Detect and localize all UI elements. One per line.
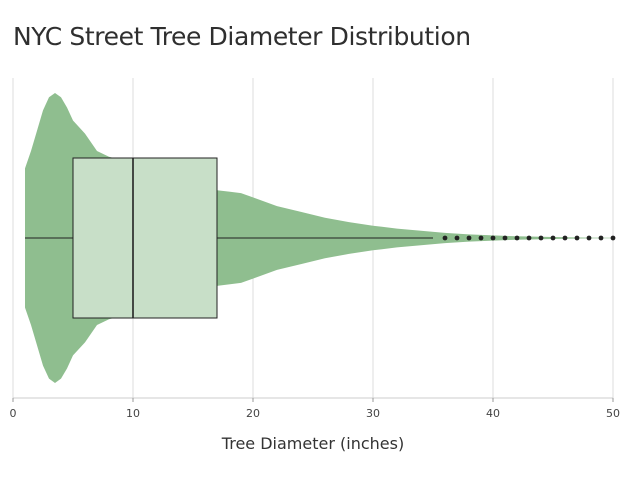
outlier-point xyxy=(574,235,580,241)
x-tick-label: 20 xyxy=(246,407,260,420)
x-tick-label: 40 xyxy=(486,407,500,420)
outlier-point xyxy=(502,235,508,241)
x-tick-label: 30 xyxy=(366,407,380,420)
outlier-point xyxy=(454,235,460,241)
outlier-point xyxy=(562,235,568,241)
outlier-point xyxy=(478,235,484,241)
x-axis-ticks: 0 10 20 30 40 50 xyxy=(10,398,620,420)
x-axis-title: Tree Diameter (inches) xyxy=(221,434,404,453)
outlier-point xyxy=(538,235,544,241)
x-tick-label: 0 xyxy=(10,407,17,420)
outlier-point xyxy=(610,235,616,241)
outlier-point xyxy=(598,235,604,241)
x-tick-label: 10 xyxy=(126,407,140,420)
outlier-point xyxy=(490,235,496,241)
outlier-point xyxy=(550,235,556,241)
outlier-point xyxy=(586,235,592,241)
outlier-point xyxy=(526,235,532,241)
outlier-point xyxy=(514,235,520,241)
box-plot xyxy=(25,157,433,319)
outliers xyxy=(442,235,616,241)
outlier-point xyxy=(442,235,448,241)
outlier-point xyxy=(466,235,472,241)
chart-title: NYC Street Tree Diameter Distribution xyxy=(13,22,471,51)
x-tick-label: 50 xyxy=(606,407,620,420)
interquartile-box xyxy=(72,157,218,319)
